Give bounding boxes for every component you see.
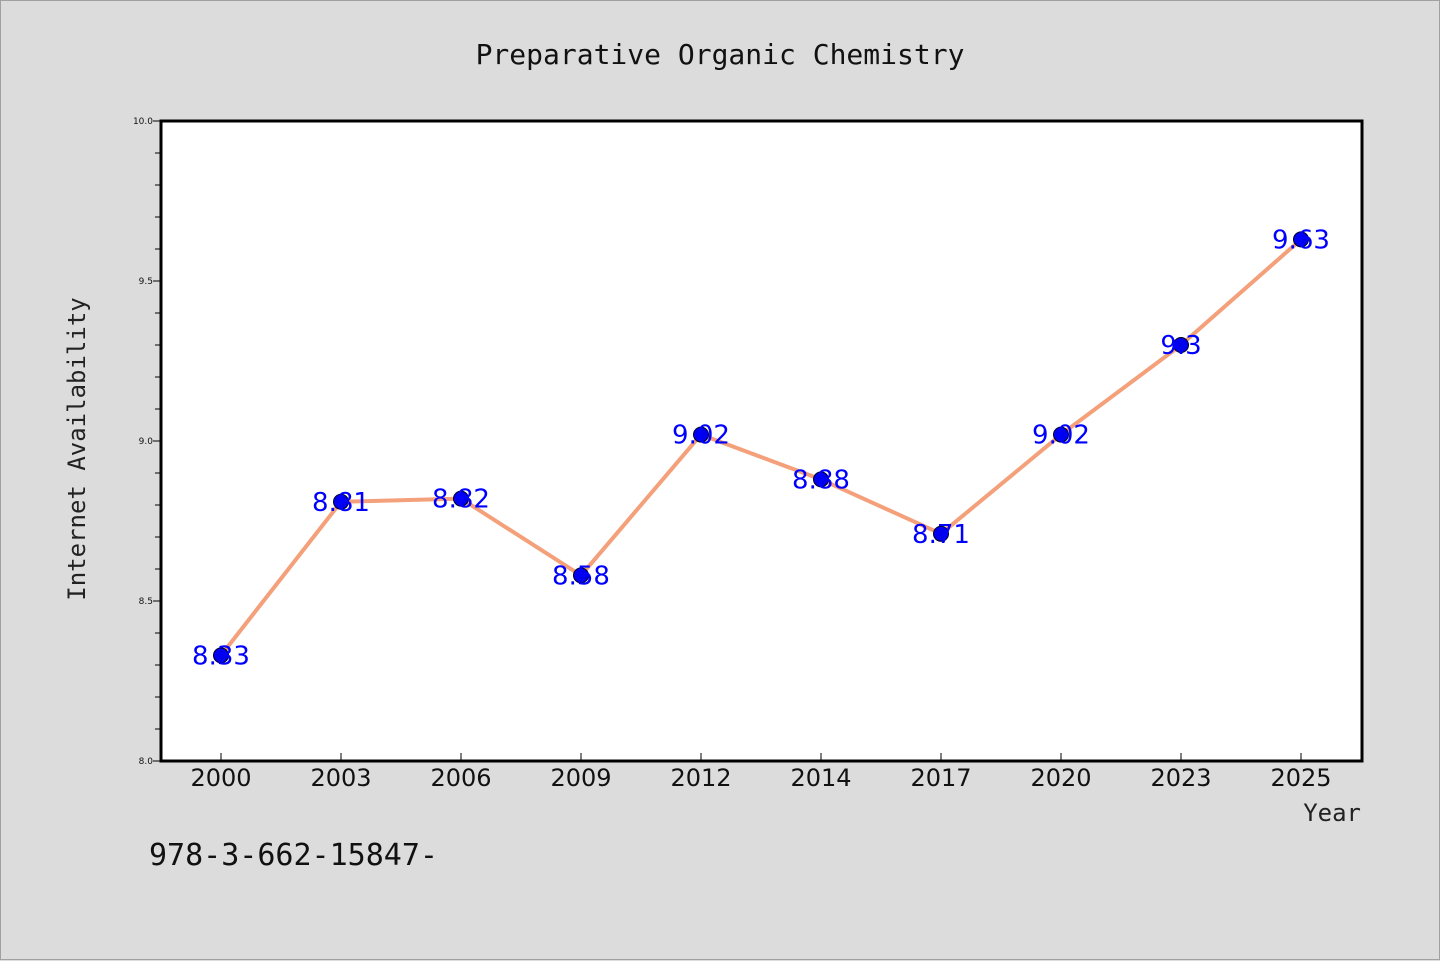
x-axis-label: Year [1303,799,1361,827]
data-point-label: 9.02 [1032,421,1090,451]
data-point-marker [813,471,829,488]
data-point-label: 9.02 [672,421,730,451]
x-tick-label: 2009 [550,764,611,792]
x-tick-label: 2006 [430,764,491,792]
data-point-marker [1053,426,1069,443]
plot-area [159,119,1364,763]
data-point-marker [933,525,949,542]
x-axis: 2000 2003 2006 2009 2012 2014 2017 2020 2023 2025 [190,753,1332,792]
data-point-label: 8.88 [792,465,850,495]
data-point-marker [1293,231,1309,248]
y-axis: 8.0 8.5 9.0 9.5 10.0 [133,117,161,767]
data-point-label: 9.63 [1272,225,1330,255]
x-tick-label: 2025 [1270,764,1331,792]
data-point-label: 8.33 [192,641,250,671]
x-tick-label: 2012 [670,764,731,792]
x-tick-label: 2000 [190,764,251,792]
y-tick-label: 9.0 [139,437,154,447]
data-point-marker [213,647,229,664]
y-tick-label: 10.0 [133,117,153,127]
y-axis-label: Internet Availability [63,297,91,600]
data-point-marker [1173,337,1189,353]
x-tick-label: 2014 [790,764,851,792]
isbn-footnote: 978-3-662-15847- [149,838,438,873]
data-point-label: 8.58 [552,561,610,591]
chart-title: Preparative Organic Chemistry [476,38,965,71]
data-point-label: 8.71 [912,520,970,550]
x-tick-label: 2023 [1150,764,1211,792]
data-point-marker [573,567,589,584]
y-tick-label: 9.5 [139,277,153,287]
data-point-marker [453,490,469,507]
series-line [219,237,1303,658]
data-point-label: 8.81 [312,488,370,518]
data-point-label: 9.3 [1160,331,1201,361]
data-point-marker [693,426,709,443]
y-tick-label: 8.5 [139,597,153,607]
y-tick-label: 8.0 [139,757,154,767]
series-line-group: 8.33 8.81 8.82 8.58 9.02 8.88 8.71 9.02 9.3 9.63 [192,225,1330,671]
x-tick-label: 2017 [910,764,971,792]
data-point-marker [333,493,349,510]
x-tick-label: 2003 [310,764,371,792]
x-tick-label: 2020 [1030,764,1091,792]
data-point-label: 8.82 [432,485,490,515]
